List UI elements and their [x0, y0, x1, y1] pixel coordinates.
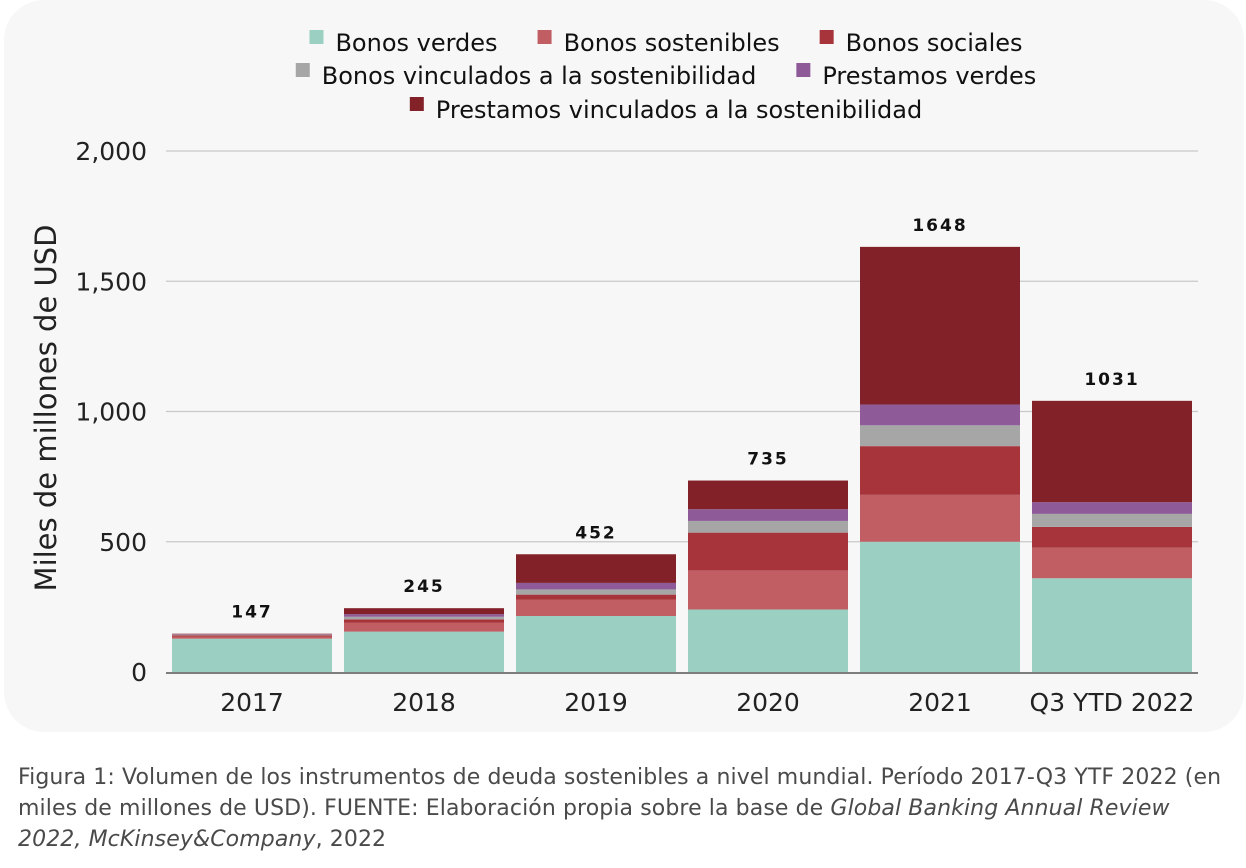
- y-tick-label: 0: [131, 658, 147, 687]
- legend-label-bonos-vinculados-a-la-sostenibilidad: Bonos vinculados a la sostenibilidad: [322, 62, 757, 90]
- bar-segment-bonos-sociales: [688, 532, 848, 571]
- legend-swatch-bonos-verdes: [309, 30, 324, 44]
- total-label: 147: [231, 603, 273, 623]
- caption-text: Figura 1: Volumen de los instrumentos de…: [18, 765, 1222, 821]
- y-tick-label: 1,500: [75, 267, 147, 296]
- bar-segment-bonos-vinculados-a-la-sostenibilidad: [688, 520, 848, 533]
- legend-label-bonos-sociales: Bonos sociales: [846, 29, 1023, 57]
- bar-segment-prestamos-vinculados-a-la-sostenibilidad: [1032, 400, 1192, 503]
- x-tick-label: 2020: [736, 688, 800, 717]
- total-label: 1648: [912, 216, 967, 236]
- bar-segment-bonos-sostenibles: [172, 636, 332, 639]
- bar-segment-bonos-sociales: [1032, 526, 1192, 548]
- bar-segment-bonos-verdes: [1032, 578, 1192, 672]
- bar-segment-bonos-sostenibles: [344, 622, 504, 632]
- bar-segment-prestamos-verdes: [860, 404, 1020, 426]
- bar-segment-prestamos-vinculados-a-la-sostenibilidad: [860, 246, 1020, 405]
- bar-segment-prestamos-verdes: [344, 614, 504, 617]
- bar-segment-bonos-vinculados-a-la-sostenibilidad: [344, 616, 504, 620]
- bar-segment-bonos-verdes: [516, 615, 676, 672]
- bar-segment-bonos-vinculados-a-la-sostenibilidad: [516, 589, 676, 595]
- x-tick-label: 2021: [908, 688, 972, 717]
- bar-segment-prestamos-verdes: [172, 634, 332, 635]
- legend-swatch-prestamos-verdes: [796, 63, 811, 77]
- legend-swatch-bonos-sociales: [819, 30, 834, 44]
- bar-segment-bonos-sociales: [172, 635, 332, 637]
- legend-label-bonos-verdes: Bonos verdes: [335, 29, 497, 57]
- bar-segment-bonos-sociales: [344, 619, 504, 623]
- bar-segment-prestamos-vinculados-a-la-sostenibilidad: [516, 554, 676, 583]
- bar-segment-prestamos-verdes: [516, 582, 676, 590]
- bar-segment-bonos-verdes: [688, 609, 848, 672]
- x-tick-label: Q3 YTD 2022: [1030, 688, 1195, 717]
- bar-segment-bonos-sostenibles: [860, 494, 1020, 542]
- bar-segment-bonos-sociales: [860, 446, 1020, 495]
- bar-segment-bonos-sociales: [516, 594, 676, 600]
- total-label: 245: [403, 577, 445, 597]
- bar-segment-prestamos-verdes: [688, 509, 848, 521]
- bar-segment-bonos-vinculados-a-la-sostenibilidad: [172, 634, 332, 636]
- bar-segment-bonos-verdes: [860, 541, 1020, 672]
- x-tick-label: 2017: [220, 688, 284, 717]
- x-tick-label: 2018: [392, 688, 456, 717]
- bar-segment-bonos-sostenibles: [516, 599, 676, 616]
- bar-segment-bonos-verdes: [344, 631, 504, 672]
- y-tick-label: 1,000: [75, 398, 147, 427]
- legend-swatch-bonos-sostenibles: [537, 30, 552, 44]
- bar-segment-prestamos-vinculados-a-la-sostenibilidad: [688, 480, 848, 510]
- y-tick-label: 500: [99, 528, 147, 557]
- x-tick-label: 2019: [564, 688, 628, 717]
- total-label: 735: [747, 450, 789, 470]
- legend-label-prestamos-verdes: Prestamos verdes: [822, 62, 1036, 90]
- total-label: 452: [575, 523, 617, 543]
- caption-year: , 2022: [315, 827, 387, 852]
- legend-label-prestamos-vinculados-a-la-sostenibilidad: Prestamos vinculados a la sostenibilidad: [436, 96, 922, 124]
- legend-label-bonos-sostenibles: Bonos sostenibles: [564, 29, 780, 57]
- caption-source-italic: Global Banking Annual Review 2022, McKin…: [18, 796, 1170, 852]
- bar-segment-bonos-vinculados-a-la-sostenibilidad: [1032, 513, 1192, 527]
- bar-segment-prestamos-vinculados-a-la-sostenibilidad: [344, 608, 504, 615]
- stacked-bar-chart: 0 500 1,000 1,500 2,000 Miles de millones de …: [29, 29, 1198, 717]
- bar-segment-bonos-sostenibles: [688, 570, 848, 610]
- total-label: 1031: [1084, 370, 1139, 390]
- figure-caption: Figura 1: Volumen de los instrumentos de…: [18, 762, 1238, 855]
- bar-segment-prestamos-vinculados-a-la-sostenibilidad: [172, 633, 332, 635]
- legend-swatch-prestamos-vinculados-a-la-sostenibilidad: [409, 97, 424, 111]
- bar-segment-bonos-vinculados-a-la-sostenibilidad: [860, 425, 1020, 447]
- y-tick-label: 2,000: [75, 137, 147, 166]
- legend-swatch-bonos-vinculados-a-la-sostenibilidad: [295, 63, 310, 77]
- bar-segment-bonos-sostenibles: [1032, 547, 1192, 579]
- bar-segment-bonos-verdes: [172, 638, 332, 672]
- y-axis-label: Miles de millones de USD: [29, 225, 63, 592]
- bar-segment-prestamos-verdes: [1032, 502, 1192, 514]
